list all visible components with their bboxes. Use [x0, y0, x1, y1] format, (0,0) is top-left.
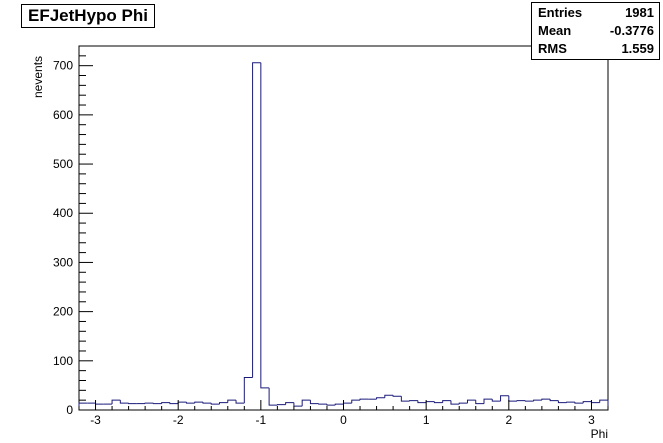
histogram-bin [95, 403, 104, 405]
x-tick-label: -2 [173, 413, 184, 427]
histogram-bin [252, 62, 261, 378]
histogram-bin [309, 400, 319, 405]
histogram-bin [194, 401, 203, 404]
histogram-bin [384, 394, 394, 398]
histogram-bin [582, 401, 592, 404]
y-tick-label: 400 [53, 206, 73, 220]
x-tick-label: -3 [90, 413, 101, 427]
x-tick-label: 1 [423, 413, 430, 427]
histogram-bin [590, 401, 600, 404]
x-axis: -3 -2 -1 0 1 2 3 [78, 400, 609, 427]
histogram-bin [210, 403, 220, 405]
histogram-bin [491, 399, 501, 402]
histogram-bin [599, 399, 608, 403]
stats-label: RMS [538, 41, 567, 56]
y-tick-label: 700 [53, 59, 73, 73]
y-tick-label: 100 [53, 354, 73, 368]
x-tick-label: 2 [505, 413, 512, 427]
y-tick-label: 200 [53, 305, 73, 319]
histogram-bin [450, 400, 460, 405]
histogram-bin [235, 400, 245, 404]
histogram-bin [177, 401, 187, 404]
histogram-bin [243, 377, 253, 404]
stats-row-rms: RMS 1.559 [538, 41, 654, 57]
histogram-bin [161, 402, 170, 404]
stats-row-entries: Entries 1981 [538, 5, 654, 21]
histogram-bin [359, 398, 369, 401]
histogram-bin [557, 400, 567, 404]
histogram-bin [111, 399, 121, 405]
histogram-bin [433, 401, 443, 404]
histogram-bin [268, 387, 278, 406]
y-axis-label: nevents [31, 56, 45, 98]
histogram-bin [392, 395, 402, 397]
histogram-bin [417, 400, 427, 404]
stats-row-mean: Mean -0.3776 [538, 23, 654, 39]
histogram-bin [343, 402, 352, 405]
x-axis-label: Phi [591, 427, 608, 441]
histogram-bin [508, 395, 518, 402]
histogram-bin [227, 399, 237, 403]
histogram-bin [351, 399, 361, 404]
stats-value: -0.3776 [609, 23, 654, 38]
histogram-bin [202, 402, 212, 404]
histogram-bin [301, 399, 311, 407]
y-axis: 0 100 200 300 400 500 600 700 [53, 45, 93, 417]
histogram-bin [400, 396, 410, 402]
histogram-bin [549, 399, 559, 402]
histogram-bin [185, 402, 195, 404]
histogram-bin [326, 404, 336, 406]
histogram-bin [334, 403, 344, 406]
histogram-bin [376, 397, 385, 400]
histogram-bin [466, 399, 476, 404]
histogram-bin [169, 402, 179, 405]
histogram-bin [533, 399, 542, 402]
histogram-bin [425, 401, 435, 403]
stats-value: 1981 [625, 5, 654, 20]
histogram-bin [78, 402, 88, 410]
histogram-bin [574, 402, 584, 404]
x-tick-label: -1 [256, 413, 267, 427]
histogram-bin [500, 395, 509, 402]
x-tick-label: 3 [588, 413, 595, 427]
y-tick-label: 500 [53, 157, 73, 171]
y-tick-label: 0 [66, 403, 73, 417]
stats-box: Entries 1981 Mean -0.3776 RMS 1.559 [531, 2, 660, 60]
histogram-bin [293, 402, 303, 407]
histogram-bin [475, 400, 485, 405]
stats-label: Entries [538, 5, 583, 20]
histogram-bin [119, 400, 129, 404]
stats-label: Mean [538, 23, 572, 38]
y-tick-label: 300 [53, 255, 73, 269]
histogram-bin [458, 402, 468, 405]
histogram-bin [219, 402, 228, 405]
plot-frame [78, 45, 609, 411]
histogram-bin [285, 402, 294, 405]
histogram-bin [442, 400, 451, 403]
histogram-bin [260, 62, 270, 389]
histogram-bin [541, 398, 551, 401]
x-tick-label: 0 [340, 413, 347, 427]
stats-value: 1.559 [621, 41, 654, 56]
histogram-series [78, 62, 609, 410]
histogram-bin [483, 398, 493, 404]
plot-area-border [78, 45, 609, 411]
chart-title: EFJetHypo Phi [21, 4, 155, 28]
y-tick-label: 600 [53, 108, 73, 122]
